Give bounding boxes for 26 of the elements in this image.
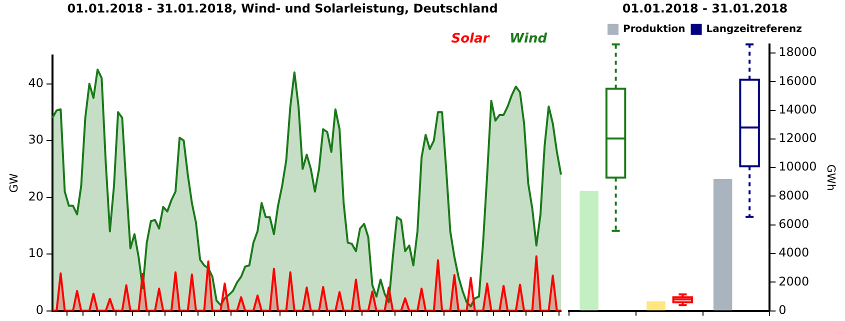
y-axis-title: GWh [824, 164, 838, 191]
y-tick-label: 12000 [778, 131, 817, 146]
y-tick-label: 16000 [778, 74, 817, 88]
y-tick-label: 2000 [778, 274, 810, 288]
chart-title: 01.01.2018 - 31.01.2018, Wind- und Solarleistung, Deutschland [67, 1, 498, 16]
legend-label: Langzeitreferenz [706, 24, 802, 35]
chart-title: 01.01.2018 - 31.01.2018 [622, 1, 788, 16]
y-tick-label: 14000 [778, 102, 817, 116]
y-tick-label: 30 [28, 132, 44, 147]
text: Wind [510, 31, 548, 46]
y-tick-label: 8000 [778, 188, 810, 202]
y-tick-label: 20 [28, 189, 44, 204]
text: Solar [451, 31, 491, 46]
y-tick-label: 10000 [778, 160, 817, 174]
legend-label: Produktion [623, 24, 686, 35]
bar [713, 179, 732, 310]
bar [580, 190, 598, 310]
y-tick-label: 6000 [778, 216, 810, 231]
y-tick-label: 0 [36, 302, 44, 317]
bar [646, 301, 666, 310]
y-tick-label: 40 [28, 76, 44, 90]
y-tick-label: 4000 [778, 246, 810, 260]
y-axis-title: GW [7, 173, 20, 193]
y-tick-label: 0 [778, 302, 786, 317]
y-tick-label: 18000 [778, 45, 817, 60]
y-tick-label: 10 [28, 246, 44, 260]
